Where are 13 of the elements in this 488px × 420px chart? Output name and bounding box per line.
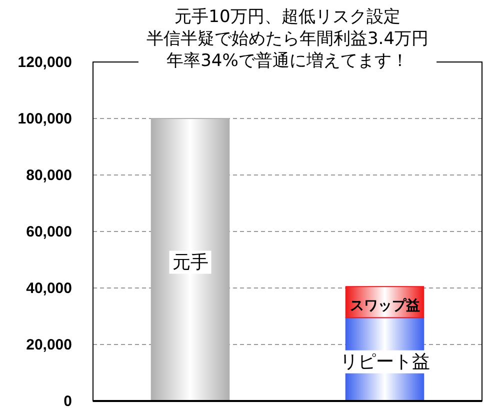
series-label: 元手: [172, 252, 208, 273]
y-tick-label: 60,000: [26, 224, 72, 240]
y-tick-label: 20,000: [26, 336, 72, 354]
annotation: 年率34%で普通に増えてます！: [166, 51, 408, 71]
y-tick-label: 80,000: [26, 167, 72, 184]
series-label: スワップ益: [350, 297, 420, 314]
y-tick-label: 100,000: [18, 110, 72, 128]
chart-subtitle: 半信半疑で始めたら年間利益3.4万円: [146, 29, 429, 49]
series-label: リピート益: [340, 351, 430, 372]
y-tick-label: 0: [64, 393, 72, 410]
chart-title: 元手10万円、超低リスク設定: [174, 7, 400, 27]
y-tick-label: 40,000: [26, 280, 72, 297]
y-tick-label: 120,000: [18, 54, 72, 71]
